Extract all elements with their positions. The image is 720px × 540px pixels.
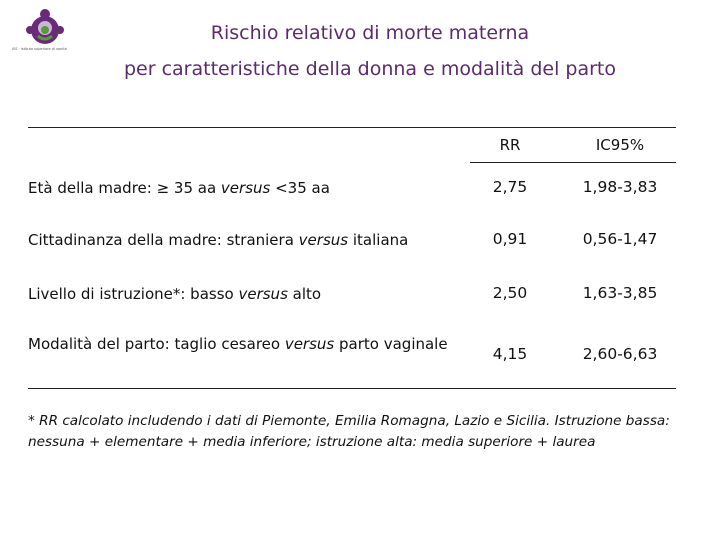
logo <box>8 8 88 58</box>
table-bottom-rule <box>28 388 676 389</box>
table-cell-ci: 2,60-6,63 <box>582 345 658 363</box>
table-cell-rr: 0,91 <box>492 230 528 248</box>
table-cell-ci: 1,63-3,85 <box>582 284 658 302</box>
person-group-icon <box>26 9 64 44</box>
header-rr: RR <box>499 136 521 154</box>
table-row-label: Livello di istruzione*: basso versus alt… <box>28 285 322 303</box>
footnote: * RR calcolato includendo i dati di Piem… <box>28 413 670 450</box>
page-title: Rischio relativo di morte materna <box>210 22 530 44</box>
table-cell-ci: 1,98-3,83 <box>582 178 658 196</box>
table-top-rule <box>28 127 676 128</box>
table-row-label: Età della madre: ≥ 35 aa versus <35 aa <box>28 179 330 197</box>
logo-caption: ISS · istituto superiore di sanità <box>12 47 67 51</box>
page-subtitle: per caratteristiche della donna e modali… <box>123 58 617 80</box>
header-ci: IC95% <box>595 136 645 154</box>
table-cell-rr: 4,15 <box>492 345 528 363</box>
table-cell-ci: 0,56-1,47 <box>582 230 658 248</box>
header-rule <box>470 162 676 163</box>
table-cell-rr: 2,50 <box>492 284 528 302</box>
table-cell-rr: 2,75 <box>492 178 528 196</box>
table-row-label: Cittadinanza della madre: straniera vers… <box>28 231 409 249</box>
table-row-label: Modalità del parto: taglio cesareo versu… <box>28 335 448 353</box>
